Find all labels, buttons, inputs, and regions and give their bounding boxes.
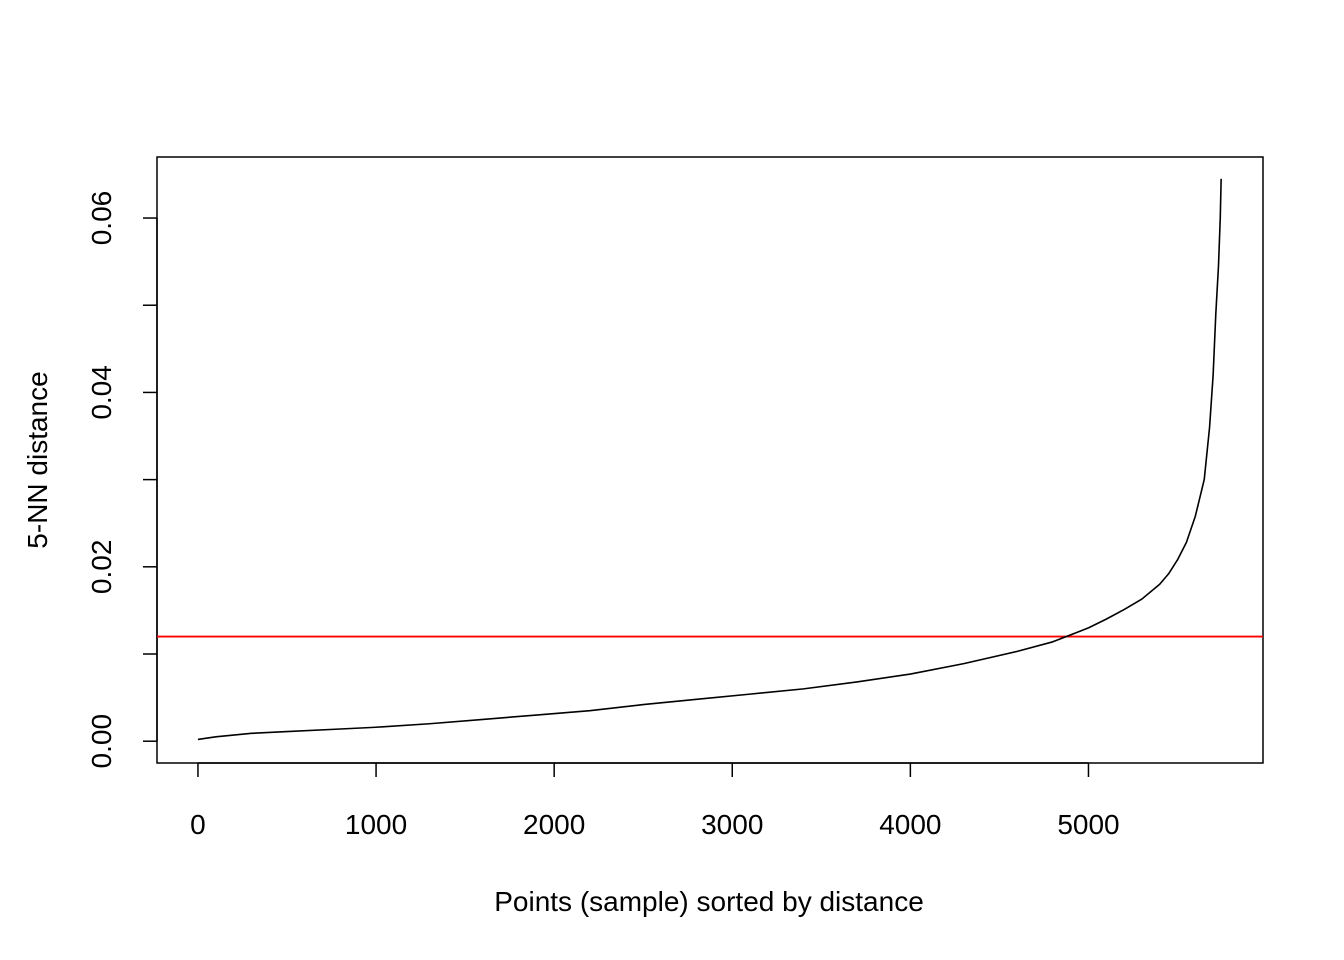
plot-area: [157, 178, 1263, 741]
plot-frame: [156, 156, 1264, 764]
x-tick-label: 2000: [523, 809, 585, 840]
x-tick-label: 0: [190, 809, 206, 840]
knn-distance-curve: [197, 178, 1222, 741]
x-tick-label: 5000: [1057, 809, 1119, 840]
y-tick-label: 0.00: [86, 714, 117, 769]
y-tick-label: 0.04: [86, 365, 117, 420]
x-tick-label: 1000: [345, 809, 407, 840]
x-axis: 0 1000 2000 3000 4000 5000: [190, 762, 1120, 840]
y-axis: 0.00 0.02 0.04 0.06: [86, 191, 158, 769]
y-axis-title: 5-NN distance: [22, 371, 53, 548]
x-tick-label: 4000: [879, 809, 941, 840]
x-axis-title: Points (sample) sorted by distance: [494, 886, 924, 917]
x-tick-label: 3000: [701, 809, 763, 840]
y-tick-label: 0.02: [86, 540, 117, 595]
y-tick-label: 0.06: [86, 191, 117, 246]
